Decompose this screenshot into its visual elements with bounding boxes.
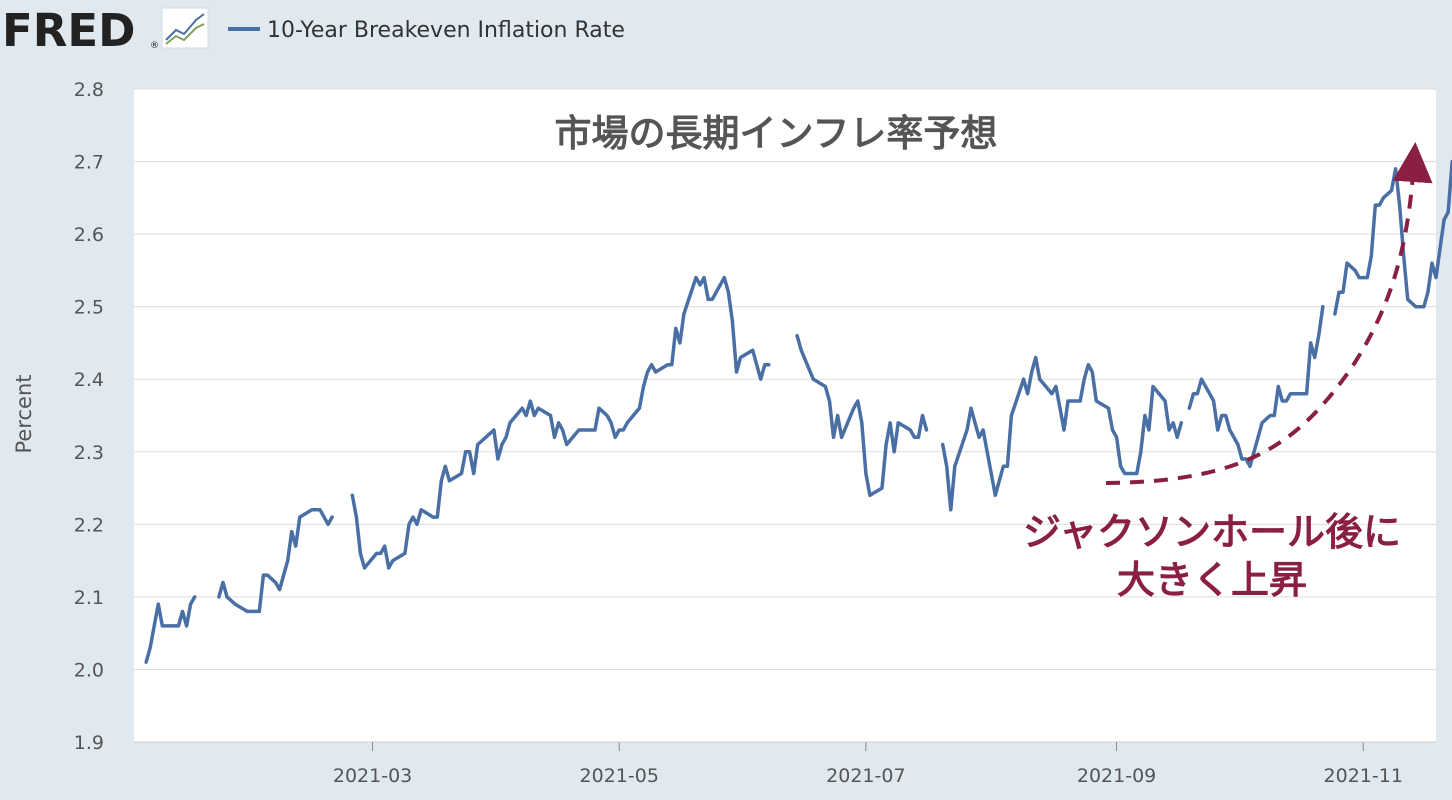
y-axis: 1.9 2.0 2.1 2.2 2.3 2.4 2.5 2.6 2.7 2.8 [74, 79, 104, 754]
x-axis: 2021-03 2021-05 2021-07 2021-09 2021-11 [134, 741, 1436, 787]
series-segment [217, 508, 334, 614]
series-segment [144, 595, 197, 664]
x-tick-label: 2021-11 [1324, 765, 1403, 787]
y-tick-label: 2.5 [74, 297, 104, 319]
plot-area [134, 89, 1436, 742]
legend-label: 10-Year Breakeven Inflation Rate [267, 18, 625, 43]
chart-title: 市場の長期インフレ率予想 [555, 112, 998, 155]
logo-registered-mark: ® [150, 41, 159, 51]
series-segment [1187, 304, 1325, 469]
y-tick-label: 2.2 [74, 514, 104, 536]
x-tick-label: 2021-07 [826, 765, 905, 787]
legend: 10-Year Breakeven Inflation Rate [228, 18, 625, 43]
y-tick-label: 2.1 [74, 587, 104, 609]
fred-logo[interactable]: FRED ® [2, 4, 209, 57]
y-tick-label: 2.8 [74, 79, 104, 101]
series-segment [795, 333, 929, 498]
annotation-line2: 大きく上昇 [1117, 558, 1307, 602]
x-tick-label: 2021-09 [1077, 765, 1156, 787]
y-tick-label: 1.9 [74, 732, 104, 754]
series-line [144, 159, 1452, 664]
logo-text: FRED [2, 4, 135, 57]
y-axis-label: Percent [12, 374, 36, 453]
x-tick-label: 2021-03 [333, 765, 412, 787]
y-tick-label: 2.3 [74, 442, 104, 464]
series-segment [940, 355, 1184, 512]
series-segment [350, 275, 771, 570]
y-tick-label: 2.4 [74, 369, 104, 391]
grid-lines [134, 88, 1436, 670]
y-tick-label: 2.0 [74, 659, 104, 681]
y-tick-label: 2.7 [74, 152, 104, 174]
y-tick-label: 2.6 [74, 224, 104, 246]
chart-graph-icon [161, 7, 209, 49]
annotation-line1: ジャクソンホール後に [1023, 510, 1401, 554]
annotation-arrow [1105, 142, 1433, 485]
x-tick-label: 2021-05 [580, 765, 659, 787]
